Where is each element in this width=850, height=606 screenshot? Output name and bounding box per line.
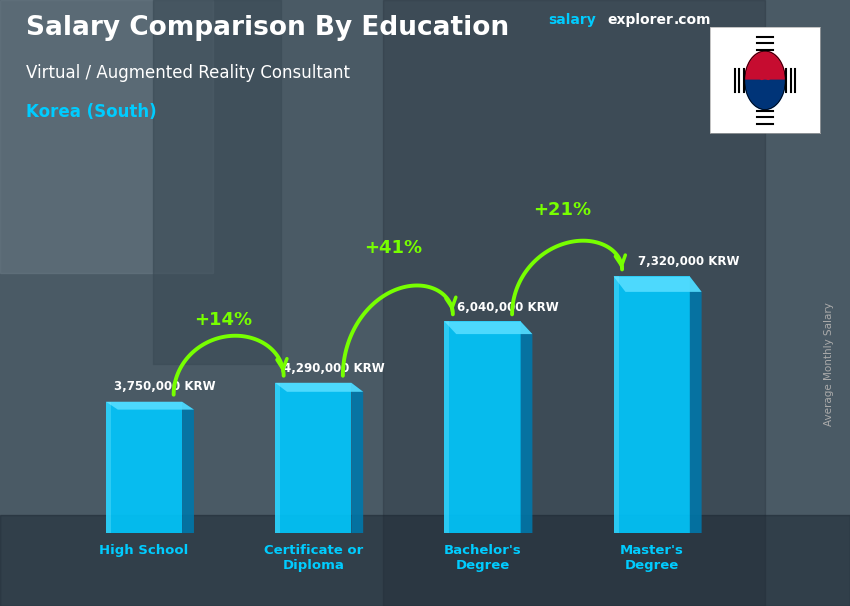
- Text: Korea (South): Korea (South): [26, 103, 156, 121]
- Text: 6,040,000 KRW: 6,040,000 KRW: [457, 301, 558, 314]
- Polygon shape: [351, 383, 363, 533]
- Polygon shape: [614, 276, 701, 292]
- Text: +41%: +41%: [364, 239, 422, 257]
- Polygon shape: [745, 80, 785, 110]
- Text: Virtual / Augmented Reality Consultant: Virtual / Augmented Reality Consultant: [26, 64, 349, 82]
- Text: 4,290,000 KRW: 4,290,000 KRW: [283, 362, 384, 375]
- Text: Salary Comparison By Education: Salary Comparison By Education: [26, 15, 508, 41]
- Polygon shape: [275, 383, 363, 392]
- Polygon shape: [106, 402, 111, 533]
- Polygon shape: [614, 276, 689, 533]
- Circle shape: [755, 80, 775, 110]
- Polygon shape: [106, 402, 194, 410]
- Text: Average Monthly Salary: Average Monthly Salary: [824, 302, 834, 425]
- Text: +21%: +21%: [533, 201, 591, 219]
- Text: 7,320,000 KRW: 7,320,000 KRW: [638, 255, 740, 268]
- Text: .com: .com: [674, 13, 711, 27]
- Polygon shape: [106, 402, 182, 533]
- Polygon shape: [182, 402, 194, 533]
- Text: explorer: explorer: [608, 13, 673, 27]
- Polygon shape: [275, 383, 351, 533]
- Polygon shape: [689, 276, 701, 533]
- Circle shape: [755, 51, 775, 80]
- Text: +14%: +14%: [195, 311, 252, 328]
- Polygon shape: [275, 383, 281, 533]
- Polygon shape: [445, 321, 532, 334]
- Polygon shape: [614, 276, 619, 533]
- Polygon shape: [520, 321, 532, 533]
- Polygon shape: [445, 321, 450, 533]
- Polygon shape: [445, 321, 520, 533]
- Polygon shape: [745, 51, 785, 80]
- Text: 3,750,000 KRW: 3,750,000 KRW: [114, 380, 215, 393]
- Text: salary: salary: [548, 13, 596, 27]
